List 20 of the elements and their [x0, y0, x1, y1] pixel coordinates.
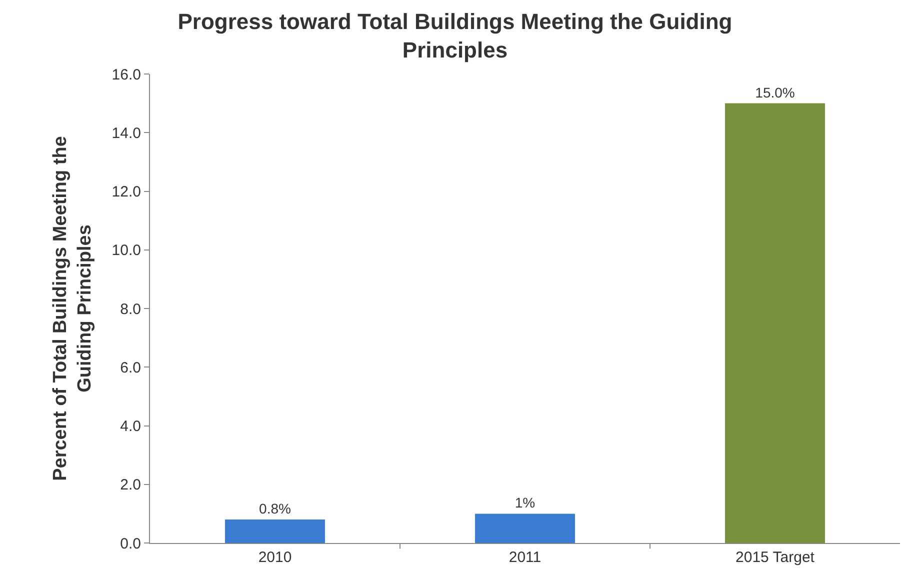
y-tick-label: 14.0 [112, 124, 141, 142]
y-tick-label: 4.0 [120, 418, 141, 435]
y-tick-label: 6.0 [120, 359, 141, 376]
x-tick-label: 2011 [508, 549, 542, 566]
y-tick-label: 16.0 [112, 66, 141, 84]
y-tick-label: 12.0 [112, 184, 141, 200]
bar [725, 103, 825, 543]
data-label: 1% [514, 494, 536, 511]
y-tick-label: 8.0 [120, 300, 141, 318]
bar [225, 520, 325, 543]
data-label: 0.8% [259, 500, 291, 517]
y-tick-label: 0.0 [120, 535, 141, 552]
bar [475, 514, 575, 543]
y-tick-label: 10.0 [112, 242, 141, 260]
x-tick-label: 2015 Target [736, 549, 816, 566]
x-tick-label: 2010 [258, 549, 292, 566]
y-tick-label: 2.0 [120, 476, 141, 494]
data-label: 15.0% [755, 84, 795, 100]
y-axis-title: Percent of Total Buildings Meeting the Guiding Principles [50, 136, 96, 481]
chart-title: Progress toward Total Buildings Meeting the Guiding Principles [178, 8, 732, 62]
